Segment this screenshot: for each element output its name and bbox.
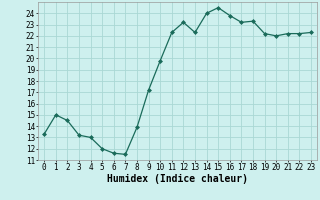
X-axis label: Humidex (Indice chaleur): Humidex (Indice chaleur): [107, 174, 248, 184]
